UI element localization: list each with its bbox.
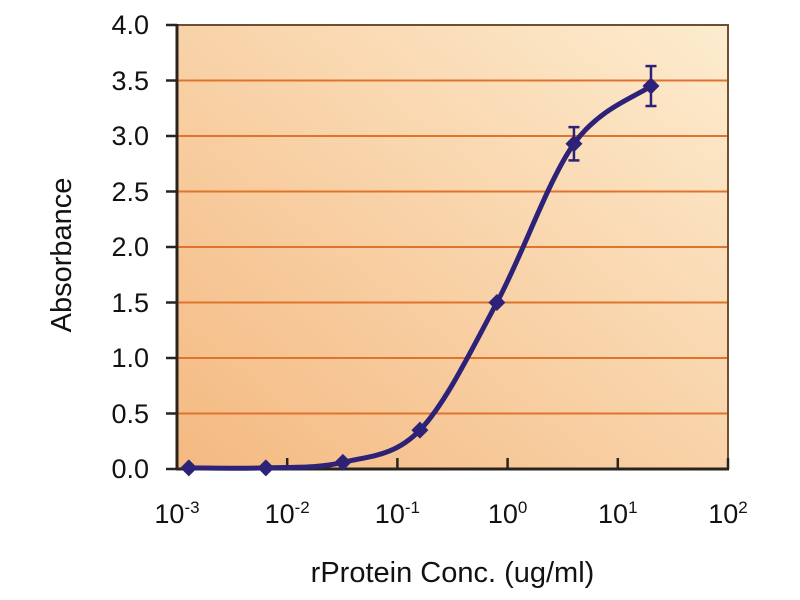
data-point-marker <box>411 421 429 439</box>
x-tick-label: 100 <box>487 498 528 529</box>
y-tick-label: 1.5 <box>111 287 149 318</box>
y-tick-label: 3.0 <box>111 121 149 151</box>
x-tick-label: 10-1 <box>374 498 420 529</box>
data-point-marker <box>180 459 198 477</box>
data-point-marker <box>488 294 506 311</box>
y-tick-label: 4.0 <box>111 10 149 40</box>
data-point-marker <box>257 459 275 477</box>
x-tick-label: 10-2 <box>264 498 310 529</box>
y-tick-label: 0.5 <box>111 398 149 429</box>
x-tick-exponent: 1 <box>628 498 638 517</box>
y-tick-label: 0.0 <box>111 454 149 484</box>
y-tick-label: 3.5 <box>111 65 149 96</box>
x-axis-title: rProtein Conc. (ug/ml) <box>310 557 595 589</box>
x-tick-label: 102 <box>708 498 748 529</box>
x-tick-label: 10-3 <box>154 498 200 529</box>
x-tick-exponent: -2 <box>294 498 310 517</box>
data-point-marker <box>334 453 352 471</box>
x-tick-exponent: 0 <box>517 498 528 517</box>
y-tick-label: 2.5 <box>111 176 149 207</box>
y-tick-label: 2.0 <box>111 232 149 262</box>
x-tick-label: 101 <box>598 498 638 529</box>
y-tick-label: 1.0 <box>111 343 149 373</box>
x-tick-exponent: -1 <box>404 498 420 517</box>
data-point-marker <box>565 135 583 153</box>
x-tick-exponent: 2 <box>738 498 748 517</box>
data-point-marker <box>642 77 660 95</box>
x-tick-exponent: -3 <box>184 498 200 517</box>
y-axis-title: Absorbance <box>46 177 78 333</box>
